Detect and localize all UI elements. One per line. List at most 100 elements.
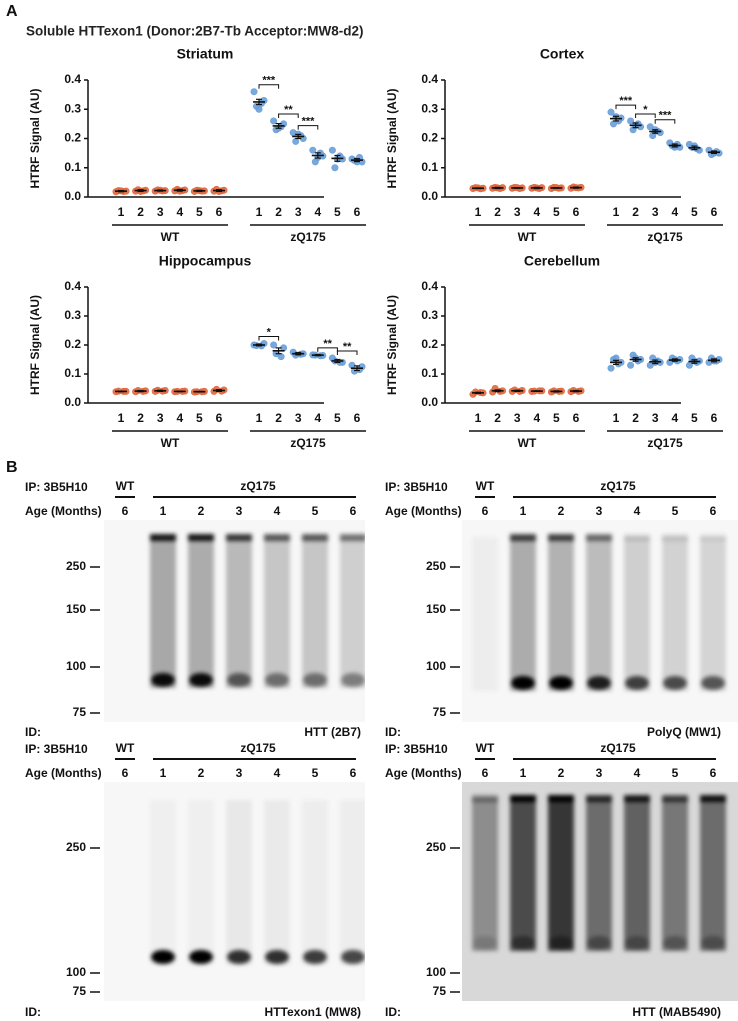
blot-band bbox=[303, 673, 327, 687]
figure-title: Soluble HTTexon1 (Donor:2B7-Tb Acceptor:… bbox=[26, 24, 364, 39]
lane-label: 2 bbox=[558, 504, 565, 518]
antibody-label: HTTexon1 (MW8) bbox=[265, 1005, 361, 1019]
id-label: ID: bbox=[25, 725, 41, 739]
marker-label: 75 bbox=[433, 705, 447, 719]
blot-smear bbox=[472, 798, 498, 951]
group-label: WT bbox=[161, 230, 180, 244]
group-label: zQ175 bbox=[290, 230, 326, 244]
y-tick-label: 0.2 bbox=[421, 131, 438, 145]
lane-label: 5 bbox=[312, 766, 319, 780]
error-bar bbox=[176, 188, 183, 192]
x-tick-label: 2 bbox=[494, 411, 501, 425]
x-tick-label: 3 bbox=[295, 205, 302, 219]
group-label: zQ175 bbox=[290, 436, 326, 450]
chart-title: Cerebellum bbox=[524, 253, 600, 269]
blot-smear bbox=[264, 800, 290, 965]
x-tick-label: 2 bbox=[494, 205, 501, 219]
error-bar bbox=[691, 359, 698, 364]
error-bar bbox=[157, 389, 164, 392]
blot-band bbox=[586, 534, 612, 541]
x-tick-label: 3 bbox=[295, 411, 302, 425]
blot-band-layer bbox=[472, 795, 726, 951]
error-bar bbox=[118, 189, 124, 193]
data-point bbox=[270, 341, 278, 349]
blot-smear bbox=[150, 537, 176, 688]
blot-band bbox=[587, 676, 611, 690]
y-tick-label: 0.2 bbox=[64, 131, 81, 145]
blot-band bbox=[625, 676, 649, 690]
blot-band bbox=[662, 795, 688, 802]
marker-label: 250 bbox=[426, 840, 446, 854]
y-tick-label: 0.4 bbox=[421, 279, 438, 293]
blot-smear bbox=[662, 798, 688, 951]
marker-label: 100 bbox=[426, 659, 446, 673]
x-tick-label: 4 bbox=[314, 411, 321, 425]
lane-label: 2 bbox=[558, 766, 565, 780]
data-point bbox=[607, 364, 615, 372]
group-label: zQ175 bbox=[647, 436, 683, 450]
x-tick-label: 3 bbox=[652, 205, 659, 219]
data-point bbox=[607, 108, 615, 116]
x-tick-label: 3 bbox=[157, 205, 164, 219]
blot-band bbox=[700, 534, 726, 541]
error-bar bbox=[295, 133, 302, 140]
error-bar bbox=[671, 358, 678, 362]
lane-label: 1 bbox=[160, 766, 167, 780]
x-tick-label: 1 bbox=[256, 411, 263, 425]
error-bar bbox=[216, 189, 222, 193]
blot-smear bbox=[510, 537, 536, 691]
y-axis-label: HTRF Signal (AU) bbox=[28, 89, 42, 189]
y-tick-label: 0.4 bbox=[421, 72, 438, 86]
chart-title: Hippocampus bbox=[159, 253, 252, 269]
lane-label: 2 bbox=[198, 504, 205, 518]
x-tick-label: 2 bbox=[275, 411, 282, 425]
significance-bracket bbox=[258, 336, 280, 341]
blot-band bbox=[549, 676, 573, 690]
x-tick-label: 5 bbox=[691, 205, 698, 219]
significance-label: *** bbox=[262, 75, 276, 87]
error-bar bbox=[354, 158, 360, 163]
group-label: zQ175 bbox=[240, 741, 276, 755]
blot-band bbox=[663, 936, 687, 950]
blot-band bbox=[341, 673, 365, 687]
blot-smear bbox=[188, 537, 214, 688]
group-label: zQ175 bbox=[647, 230, 683, 244]
blot-band bbox=[473, 936, 497, 950]
blot-bands bbox=[151, 800, 365, 965]
x-tick-label: 1 bbox=[475, 205, 482, 219]
lane-label: 6 bbox=[482, 504, 489, 518]
blot-band bbox=[303, 950, 327, 964]
x-tick-label: 2 bbox=[632, 411, 639, 425]
lane-label: 1 bbox=[520, 766, 527, 780]
lane-label: 3 bbox=[236, 504, 243, 518]
ip-label: IP: 3B5H10 bbox=[385, 480, 448, 494]
error-bar bbox=[652, 359, 659, 365]
x-tick-label: 3 bbox=[514, 411, 521, 425]
y-tick-label: 0.4 bbox=[64, 279, 81, 293]
x-tick-label: 1 bbox=[613, 411, 620, 425]
lane-label: 6 bbox=[350, 504, 357, 518]
blot-band bbox=[472, 795, 498, 802]
x-tick-label: 6 bbox=[354, 411, 361, 425]
blot-band bbox=[700, 795, 726, 802]
error-bar bbox=[196, 189, 203, 193]
x-tick-label: 4 bbox=[533, 205, 540, 219]
error-bar bbox=[553, 187, 560, 189]
blot-smear bbox=[662, 537, 688, 691]
x-tick-label: 5 bbox=[196, 411, 203, 425]
blot-band bbox=[150, 534, 176, 541]
significance-bracket bbox=[317, 347, 338, 352]
x-tick-label: 6 bbox=[216, 411, 223, 425]
ip-label: IP: 3B5H10 bbox=[25, 480, 88, 494]
age-label: Age (Months) bbox=[385, 504, 462, 518]
significance-label: *** bbox=[659, 110, 673, 122]
y-tick-label: 0.2 bbox=[421, 337, 438, 351]
x-tick-label: 4 bbox=[314, 205, 321, 219]
blot-band bbox=[227, 673, 251, 687]
x-tick-label: 2 bbox=[632, 205, 639, 219]
blot-band-layer bbox=[472, 534, 726, 691]
lane-label: 4 bbox=[274, 766, 281, 780]
marker-label: 100 bbox=[66, 965, 86, 979]
error-bar bbox=[573, 389, 579, 393]
blot-smear bbox=[340, 800, 365, 965]
